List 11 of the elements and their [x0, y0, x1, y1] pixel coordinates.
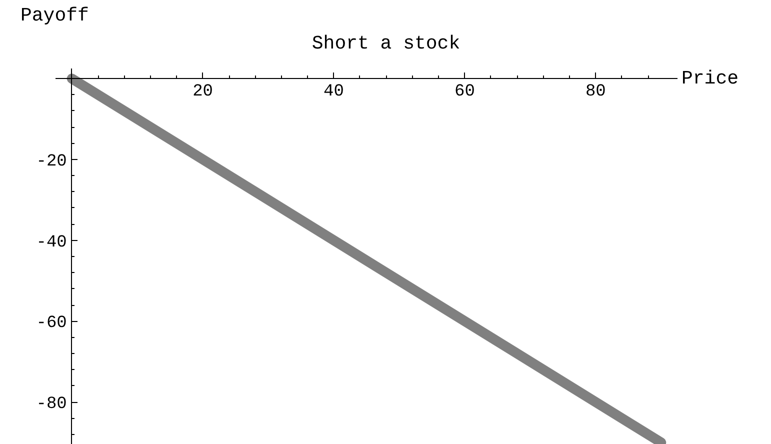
y-axis-title: Payoff: [20, 4, 89, 26]
chart-title: Short a stock: [312, 32, 460, 54]
x-tick-label: 80: [585, 82, 606, 102]
y-tick-label: -60: [36, 314, 67, 334]
y-tick-label: -20: [36, 152, 67, 172]
y-tick-label: -80: [36, 395, 67, 414]
x-tick-label: 60: [454, 82, 475, 102]
y-tick-label: -40: [36, 233, 67, 252]
x-tick-label: 40: [324, 82, 344, 102]
x-tick-label: 20: [192, 82, 214, 102]
x-axis-title: Price: [682, 68, 739, 90]
